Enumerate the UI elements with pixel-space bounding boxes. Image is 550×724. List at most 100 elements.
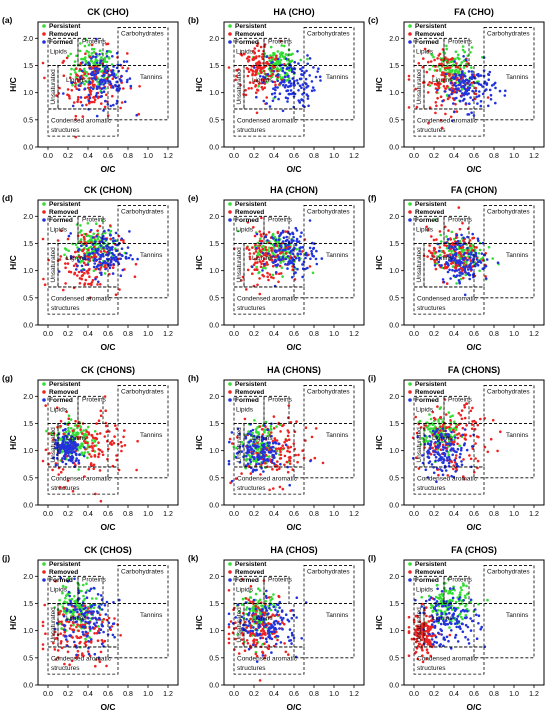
data-point: [449, 115, 453, 119]
data-point: [421, 66, 424, 69]
data-point: [247, 598, 250, 602]
data-point: [106, 262, 109, 265]
data-point: [446, 270, 450, 274]
data-point: [300, 231, 303, 234]
x-tick-label: 0.8: [489, 511, 499, 518]
data-point: [253, 47, 257, 50]
data-point: [435, 104, 438, 108]
data-point: [445, 449, 449, 453]
data-point: [297, 99, 301, 102]
region-label-condensed: Condensed aromatic: [417, 118, 478, 125]
data-point: [259, 45, 263, 49]
data-point: [135, 113, 138, 117]
data-point: [62, 288, 65, 292]
data-point: [301, 66, 304, 69]
y-tick-label: 1.0: [389, 268, 399, 275]
region-label-carbohydrates: Carbohydrates: [121, 209, 164, 216]
data-point: [71, 461, 75, 464]
data-point: [89, 89, 93, 93]
data-point: [264, 420, 268, 424]
data-point: [462, 253, 466, 256]
data-point: [93, 444, 96, 448]
data-point: [270, 460, 274, 464]
data-point: [127, 256, 131, 260]
data-point: [92, 245, 96, 249]
data-point: [100, 56, 103, 59]
data-point: [72, 630, 75, 634]
y-tick-label: 1.0: [23, 628, 33, 635]
data-point: [273, 92, 277, 95]
x-axis-label: O/C: [466, 164, 481, 174]
data-point: [468, 277, 472, 281]
data-point: [98, 257, 101, 261]
data-point: [125, 60, 129, 63]
region-label-carbohydrates: Carbohydrates: [121, 569, 164, 576]
data-point: [276, 64, 279, 67]
data-point: [97, 235, 101, 239]
data-point: [427, 60, 430, 64]
data-point: [269, 45, 273, 49]
data-point: [252, 81, 255, 85]
data-point: [273, 440, 277, 444]
data-point: [80, 269, 83, 272]
data-point: [449, 419, 452, 422]
data-point: [442, 85, 446, 88]
data-point: [73, 272, 76, 276]
data-point: [440, 58, 443, 62]
data-point: [265, 55, 269, 58]
data-point: [447, 229, 450, 232]
data-point: [431, 74, 435, 78]
panel-title: CK (CHO): [87, 7, 129, 17]
x-tick-label: 0.2: [429, 331, 439, 338]
data-point: [88, 589, 91, 593]
data-point: [74, 81, 77, 85]
x-tick-label: 0.4: [83, 511, 93, 518]
data-point: [455, 91, 459, 94]
data-point: [276, 263, 280, 266]
region-tannins: [293, 65, 355, 121]
data-point: [109, 104, 113, 108]
x-tick-label: 0.6: [103, 331, 113, 338]
data-point: [115, 243, 118, 247]
data-point: [250, 265, 254, 269]
data-point: [281, 51, 285, 55]
data-point: [95, 92, 99, 95]
data-point: [111, 272, 115, 275]
data-point: [263, 431, 266, 434]
data-point: [272, 54, 275, 57]
y-tick-label: 2.0: [209, 214, 219, 221]
data-point: [255, 463, 258, 466]
data-point: [89, 228, 93, 232]
x-tick-label: 0.6: [289, 153, 299, 160]
data-point: [88, 67, 92, 70]
data-point: [477, 74, 480, 78]
x-tick-label: 1.0: [329, 153, 339, 160]
data-point: [108, 74, 112, 77]
data-point: [284, 650, 288, 654]
data-point: [41, 620, 45, 624]
data-point: [55, 94, 58, 97]
data-point: [256, 448, 260, 451]
data-point: [281, 621, 284, 624]
data-point: [97, 419, 101, 423]
data-point: [105, 664, 108, 668]
data-point: [115, 85, 118, 88]
data-point: [70, 81, 73, 85]
x-tick-label: 0.6: [103, 691, 113, 698]
data-point: [94, 267, 98, 271]
y-tick-label: 1.0: [389, 448, 399, 455]
x-tick-label: 0.0: [43, 331, 53, 338]
data-point: [458, 455, 462, 459]
data-point: [446, 97, 450, 101]
data-point: [111, 622, 115, 626]
data-point: [444, 57, 447, 61]
data-point: [452, 77, 456, 80]
data-point: [249, 626, 253, 629]
region-label-proteins: Proteins: [82, 577, 107, 584]
data-point: [82, 261, 86, 265]
data-point: [299, 235, 302, 238]
data-point: [90, 439, 94, 442]
y-tick-label: 1.0: [23, 448, 33, 455]
data-point: [82, 594, 85, 598]
data-point: [70, 67, 73, 71]
